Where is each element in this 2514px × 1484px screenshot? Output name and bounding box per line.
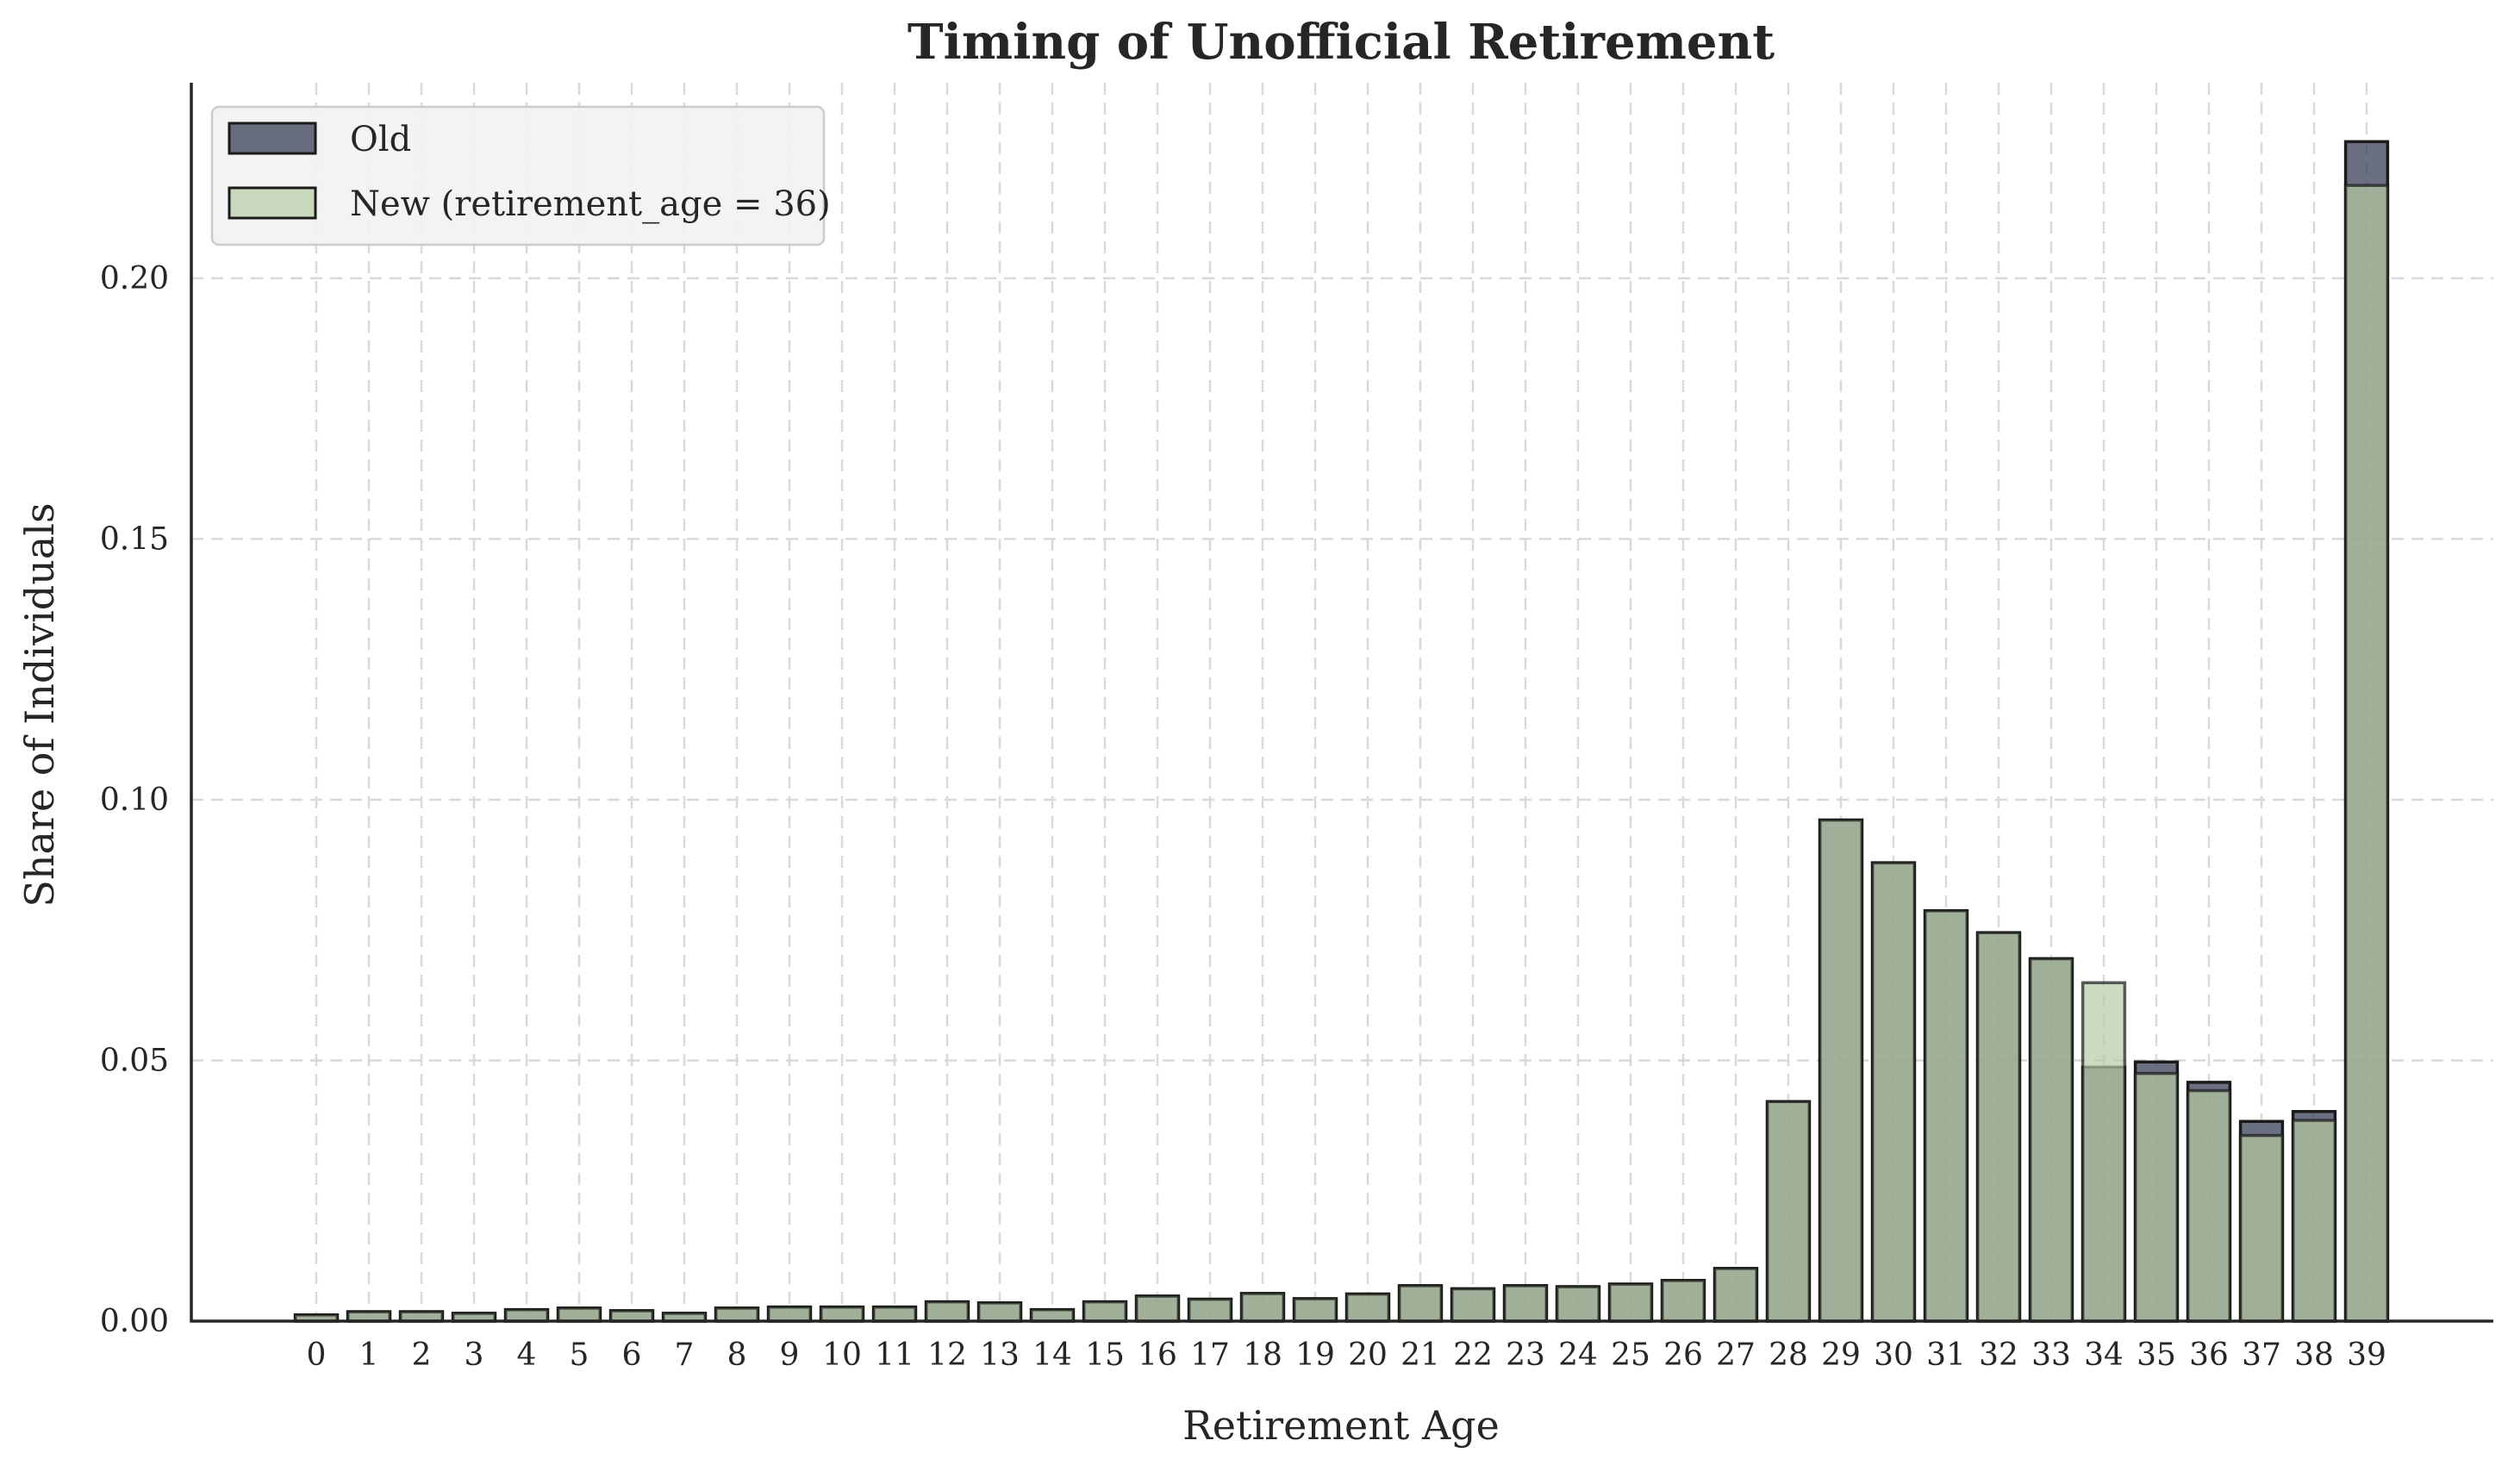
- legend: Old New (retirement_age = 36): [210, 105, 831, 246]
- grid: [191, 83, 2493, 1321]
- bar-new-age-20: [1344, 1292, 1391, 1323]
- bar-new-age-22: [1450, 1287, 1496, 1323]
- x-tick-label: 12: [927, 1337, 967, 1373]
- x-tick-label: 22: [1453, 1337, 1493, 1373]
- y-tick-label: 0.15: [100, 521, 169, 557]
- x-tick-label: 27: [1716, 1337, 1756, 1373]
- bar-new-age-13: [976, 1301, 1023, 1323]
- legend-swatch-old: [228, 122, 317, 155]
- bar-new-age-17: [1187, 1297, 1233, 1323]
- bar-new-age-26: [1660, 1279, 1706, 1323]
- x-tick-label: 24: [1558, 1337, 1598, 1373]
- x-tick-label: 35: [2137, 1337, 2176, 1373]
- x-tick-label: 0: [307, 1337, 327, 1373]
- x-tick-label: 2: [412, 1337, 432, 1373]
- tick-labels: 0.000.050.100.150.200 1 2 3 4 5 6 7 8 9 10 11 12 13 14…: [100, 261, 2386, 1373]
- x-tick-label: 18: [1243, 1337, 1282, 1373]
- x-tick-label: 15: [1085, 1337, 1125, 1373]
- x-tick-label: 25: [1611, 1337, 1650, 1373]
- bar-new-age-28: [1765, 1100, 1812, 1323]
- legend-label-old: Old: [350, 120, 411, 159]
- bar-new-age-23: [1502, 1284, 1549, 1323]
- bar-new-age-11: [871, 1305, 918, 1323]
- x-tick-label: 34: [2084, 1337, 2124, 1373]
- x-tick-label: 28: [1769, 1337, 1808, 1373]
- bar-new-age-35: [2133, 1071, 2180, 1323]
- legend-label-new: New (retirement_age = 36): [350, 184, 831, 224]
- bar-new-age-14: [1029, 1307, 1076, 1323]
- x-tick-label: 17: [1190, 1337, 1230, 1373]
- bar-new-age-30: [1870, 861, 1917, 1323]
- x-tick-label: 29: [1821, 1337, 1861, 1373]
- x-tick-label: 5: [570, 1337, 590, 1373]
- bar-new-age-6: [608, 1309, 655, 1323]
- x-tick-label: 9: [780, 1337, 800, 1373]
- legend-box: [210, 105, 826, 246]
- y-tick-label: 0.05: [100, 1043, 169, 1078]
- x-tick-label: 13: [980, 1337, 1020, 1373]
- bar-new-age-8: [714, 1306, 760, 1323]
- y-tick-label: 0.20: [100, 261, 169, 296]
- x-tick-label: 1: [359, 1337, 379, 1373]
- bar-new-age-39: [2343, 184, 2390, 1323]
- x-tick-label: 36: [2189, 1337, 2229, 1373]
- bar-new-age-29: [1818, 818, 1864, 1323]
- bar-new-age-34: [2080, 981, 2127, 1323]
- bar-new-age-25: [1607, 1282, 1654, 1323]
- x-tick-label: 20: [1348, 1337, 1388, 1373]
- bar-new-age-9: [766, 1305, 813, 1323]
- x-tick-label: 11: [875, 1337, 914, 1373]
- y-axis-label: Share of Individuals: [16, 502, 63, 907]
- bar-new-age-16: [1134, 1294, 1181, 1323]
- x-tick-label: 8: [727, 1337, 747, 1373]
- x-tick-label: 3: [465, 1337, 484, 1373]
- x-tick-label: 7: [675, 1337, 695, 1373]
- bar-new-age-5: [556, 1306, 602, 1323]
- bar-new-age-21: [1397, 1284, 1444, 1323]
- bar-new-age-27: [1712, 1267, 1759, 1323]
- x-tick-label: 31: [1926, 1337, 1966, 1373]
- axes: [190, 83, 2493, 1323]
- bar-new-age-15: [1082, 1300, 1128, 1323]
- y-tick-label: 0.10: [100, 783, 169, 818]
- x-tick-label: 37: [2242, 1337, 2281, 1373]
- bar-new-age-19: [1292, 1297, 1338, 1323]
- legend-swatch-new: [228, 186, 317, 220]
- x-tick-label: 4: [517, 1337, 537, 1373]
- x-tick-label: 16: [1138, 1337, 1177, 1373]
- x-tick-label: 14: [1032, 1337, 1072, 1373]
- x-tick-label: 19: [1295, 1337, 1335, 1373]
- x-tick-label: 39: [2347, 1337, 2386, 1373]
- y-tick-label: 0.00: [100, 1304, 169, 1339]
- bar-new-age-36: [2186, 1088, 2232, 1323]
- x-tick-label: 21: [1400, 1337, 1440, 1373]
- x-tick-label: 6: [622, 1337, 642, 1373]
- new-series: [293, 184, 2390, 1323]
- x-tick-label: 10: [822, 1337, 862, 1373]
- bar-new-age-33: [2028, 957, 2074, 1323]
- chart-title: Timing of Unofficial Retirement: [908, 14, 1775, 71]
- bar-new-age-32: [1975, 931, 2022, 1323]
- x-axis-label: Retirement Age: [1182, 1402, 1500, 1449]
- bar-new-age-10: [819, 1305, 865, 1323]
- x-tick-label: 32: [1979, 1337, 2018, 1373]
- x-tick-label: 23: [1506, 1337, 1545, 1373]
- x-tick-label: 26: [1663, 1337, 1703, 1373]
- bar-new-age-37: [2238, 1133, 2285, 1323]
- x-tick-label: 38: [2294, 1337, 2334, 1373]
- x-tick-label: 30: [1874, 1337, 1913, 1373]
- bar-new-age-12: [924, 1300, 970, 1323]
- x-tick-label: 33: [2031, 1337, 2071, 1373]
- old-series: [293, 140, 2390, 1323]
- bar-new-age-38: [2291, 1119, 2337, 1323]
- bar-new-age-24: [1555, 1285, 1601, 1323]
- bar-new-age-31: [1923, 909, 1969, 1323]
- bar-new-age-4: [503, 1307, 550, 1323]
- bar-new-age-18: [1239, 1292, 1286, 1323]
